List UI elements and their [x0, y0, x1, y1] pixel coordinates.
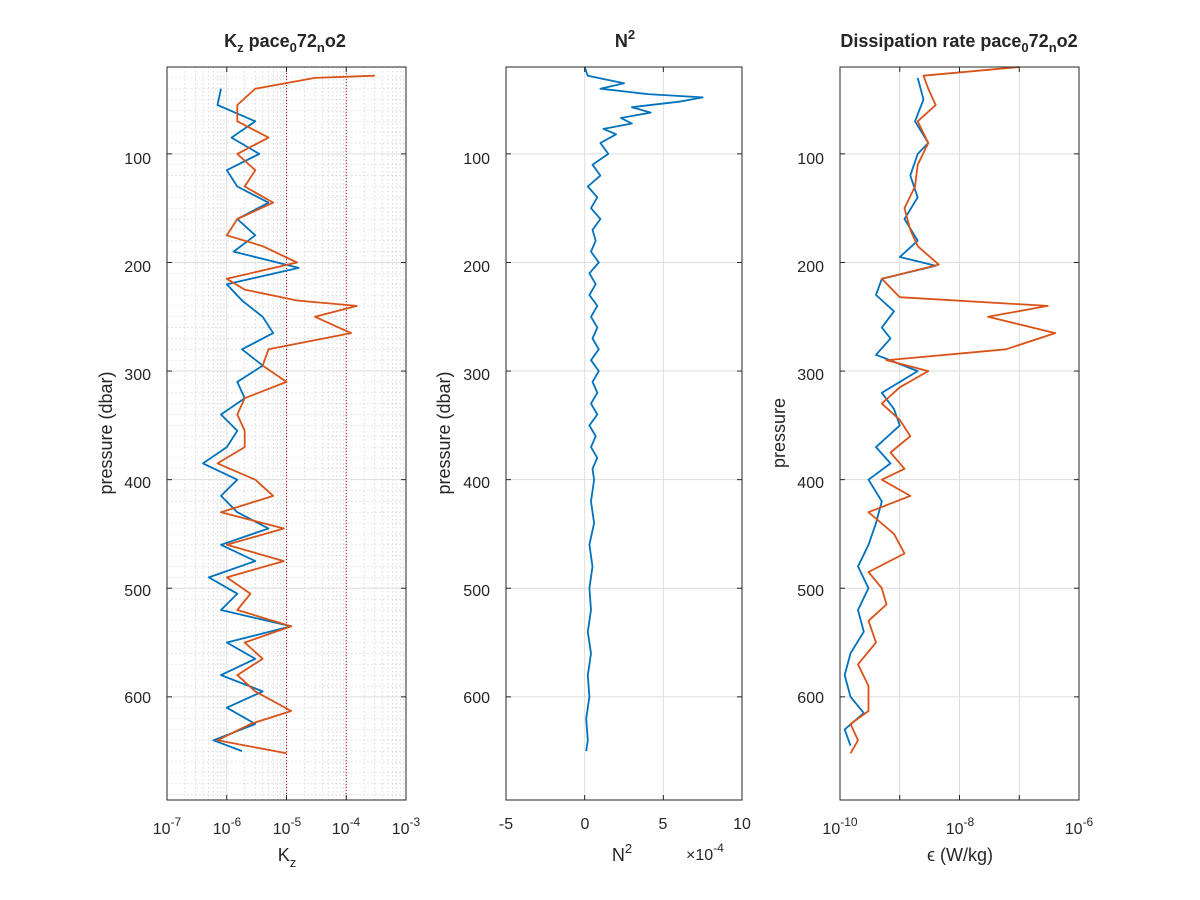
kz-xtick-label: 10-4	[332, 815, 361, 838]
n2-ytick-label: 200	[463, 259, 490, 276]
kz-ytick-label: 300	[124, 367, 151, 384]
kz-xtick-label: 10-6	[213, 815, 242, 838]
kz-title: Kz pace072no2	[224, 31, 346, 55]
kz-ytick-label: 400	[124, 475, 151, 492]
n2-xtick-label: 5	[659, 816, 668, 833]
kz-ytick-label: 600	[124, 690, 151, 707]
dissipation-ytick-label: 400	[797, 475, 824, 492]
kz-ytick-label: 100	[124, 151, 151, 168]
dissipation-series	[843, 66, 1057, 754]
kz-y-tick-labels: 100 200 300 400 500 600	[124, 151, 151, 707]
n2-ylabel: pressure (dbar)	[434, 371, 454, 494]
kz-x-tick-labels: 10-7 10-6 10-5 10-4 10-3	[153, 815, 421, 838]
dissipation-title: Dissipation rate pace072no2	[840, 31, 1077, 55]
dissipation-xtick-label: 10-10	[822, 815, 857, 838]
kz-xtick-label: 10-5	[273, 815, 302, 838]
kz-ytick-label: 500	[124, 583, 151, 600]
dissipation-panel: Dissipation rate pace072no2 10-10 10-8 1…	[769, 31, 1094, 865]
kz-xtick-label: 10-7	[153, 815, 182, 838]
dissipation-ylabel: pressure	[769, 398, 789, 468]
n2-series	[583, 66, 704, 752]
n2-xtick-label: 10	[733, 816, 751, 833]
n2-ytick-label: 600	[463, 690, 490, 707]
kz-series-line-2	[216, 74, 375, 755]
dissipation-ytick-label: 500	[797, 583, 824, 600]
kz-reference-lines	[286, 67, 347, 800]
n2-series-line-1	[583, 66, 704, 752]
dissipation-y-tick-labels: 100 200 300 400 500 600	[797, 151, 824, 707]
n2-grid	[505, 67, 743, 800]
kz-ylabel: pressure (dbar)	[96, 371, 116, 494]
dissipation-ytick-label: 100	[797, 151, 824, 168]
dissipation-series-line-2	[849, 66, 1057, 754]
dissipation-xlabel: ϵ (W/kg)	[927, 845, 993, 865]
n2-ytick-label: 300	[463, 367, 490, 384]
dissipation-xtick-label: 10-8	[946, 815, 975, 838]
n2-title: N2	[615, 27, 635, 51]
kz-ytick-label: 200	[124, 259, 151, 276]
dissipation-grid	[839, 67, 1080, 800]
n2-ytick-label: 400	[463, 475, 490, 492]
n2-xtick-label: 0	[581, 816, 590, 833]
dissipation-x-tick-labels: 10-10 10-8 10-6	[822, 815, 1093, 838]
n2-ticks	[505, 67, 743, 800]
dissipation-ytick-label: 300	[797, 367, 824, 384]
n2-axes-box	[505, 66, 743, 801]
dissipation-series-line-1	[843, 77, 937, 747]
n2-x-tick-labels: -5 0 5 10	[499, 816, 751, 833]
kz-series	[202, 74, 375, 755]
n2-ytick-label: 500	[463, 583, 490, 600]
dissipation-ytick-label: 600	[797, 690, 824, 707]
n2-ytick-label: 100	[463, 151, 490, 168]
kz-panel: Kz pace072no2 10-7 10-6 10-5 10-4 10-3 1…	[96, 31, 421, 870]
kz-xtick-label: 10-3	[392, 815, 421, 838]
dissipation-ticks	[839, 67, 1080, 800]
n2-xtick-label: -5	[499, 816, 513, 833]
kz-series-line-1	[202, 88, 300, 752]
dissipation-ytick-label: 200	[797, 259, 824, 276]
kz-ticks	[166, 67, 407, 800]
n2-x-multiplier: ×10-4	[686, 841, 724, 864]
dissipation-xtick-label: 10-6	[1065, 815, 1094, 838]
n2-xlabel: N2	[612, 841, 632, 865]
kz-xlabel: Kz	[278, 845, 297, 870]
n2-y-tick-labels: 100 200 300 400 500 600	[463, 151, 490, 707]
n2-panel: N2 -5 0 5 10 100 200 300 400 500 600 N2 …	[434, 27, 751, 865]
